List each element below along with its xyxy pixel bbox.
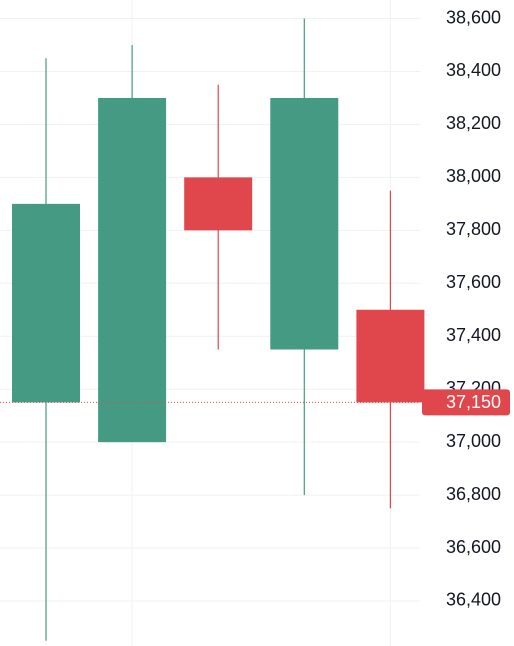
y-tick-label: 36,800 [446, 484, 501, 504]
y-tick-label: 37,600 [446, 272, 501, 292]
y-tick-label: 38,000 [446, 166, 501, 186]
candle-body [184, 177, 253, 231]
candle-body [356, 309, 425, 403]
y-tick-label: 38,600 [446, 7, 501, 27]
y-tick-label: 36,600 [446, 537, 501, 557]
last-price-label: 37,150 [446, 392, 501, 412]
y-tick-label: 37,000 [446, 431, 501, 451]
candle-body [270, 97, 339, 350]
candle-body [12, 203, 80, 403]
last-price-box [422, 389, 510, 416]
y-tick-label: 38,200 [446, 113, 501, 133]
y-tick-label: 36,400 [446, 590, 501, 610]
candle-body [98, 97, 167, 443]
y-tick-label: 37,400 [446, 325, 501, 345]
y-tick-label: 37,800 [446, 219, 501, 239]
y-tick-label: 38,400 [446, 60, 501, 80]
